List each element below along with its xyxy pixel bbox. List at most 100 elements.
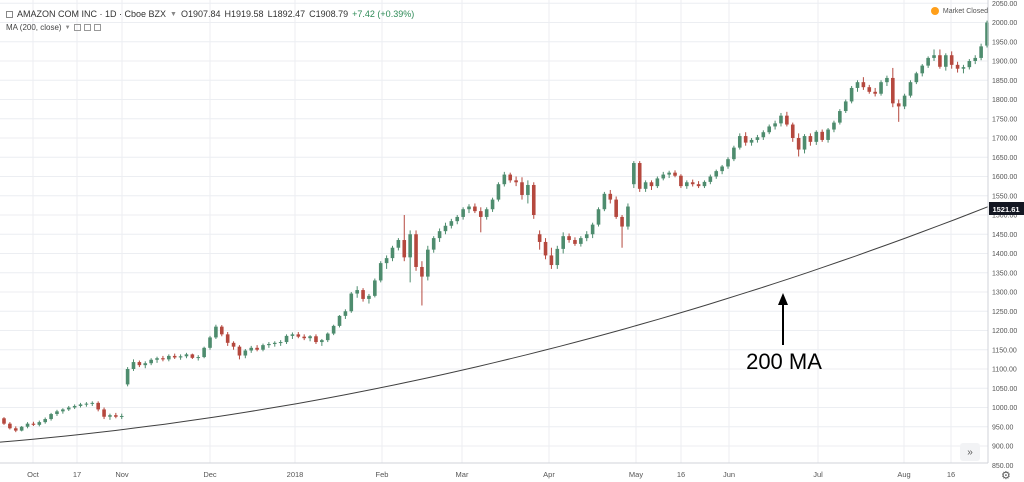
candle-body: [567, 236, 571, 241]
candle-body: [755, 137, 760, 140]
price-tick-label: 1800.00: [992, 97, 1017, 104]
candle-body: [78, 404, 83, 406]
candle-body: [190, 354, 195, 358]
candle-body: [873, 91, 877, 94]
ma-annotation-label: 200 MA: [746, 349, 822, 374]
candle-body: [490, 199, 495, 210]
symbol-title[interactable]: AMAZON COM INC · 1D · Cboe BZX: [17, 9, 167, 19]
candle-body: [66, 407, 71, 410]
candle-body: [337, 315, 342, 326]
annotation-arrow-head: [778, 293, 788, 305]
candle-body: [443, 225, 448, 232]
candle-body: [767, 126, 772, 133]
scroll-to-realtime-button[interactable]: »: [960, 443, 980, 461]
candle-body: [961, 67, 966, 69]
candle-body: [602, 193, 607, 210]
candle-body: [184, 354, 189, 357]
price-tick-label: 1200.00: [992, 328, 1017, 335]
time-tick-label: Dec: [203, 470, 217, 479]
candle-body: [496, 184, 501, 200]
candle-body: [467, 206, 471, 210]
candle-body: [679, 175, 683, 187]
close-icon[interactable]: [93, 24, 101, 31]
candle-body: [826, 129, 830, 140]
candle-body: [420, 266, 424, 277]
time-tick-label: 16: [947, 470, 955, 479]
candle-body: [537, 234, 542, 242]
candlestick-series: [2, 20, 989, 433]
candle-body: [119, 415, 124, 417]
open-value: O1907.84: [180, 9, 221, 19]
candle-body: [708, 176, 713, 182]
chevron-down-icon[interactable]: ▼: [170, 10, 177, 18]
candle-body: [137, 362, 142, 366]
candle-body: [237, 346, 242, 356]
candle-body: [514, 180, 518, 183]
gear-icon[interactable]: ⚙: [1001, 470, 1011, 482]
candle-body: [243, 350, 248, 356]
price-tick-label: 1050.00: [992, 386, 1017, 393]
candle-body: [985, 22, 989, 46]
time-tick-label: Feb: [376, 470, 389, 479]
time-tick-label: Aug: [897, 470, 910, 479]
eye-icon[interactable]: [73, 24, 81, 31]
candle-body: [261, 345, 265, 350]
candle-body: [555, 248, 560, 266]
double-chevron-right-icon: »: [967, 446, 973, 458]
candle-body: [908, 82, 913, 96]
candle-body: [561, 236, 565, 249]
candle-body: [643, 182, 648, 189]
price-axis[interactable]: 850.00 900.00 950.00 1000.00 1050.00 1100.00 1…: [992, 1, 1017, 470]
chart-grid: [0, 0, 988, 463]
candle-body: [178, 356, 183, 358]
time-axis[interactable]: Oct 17 Nov Dec 2018 Feb Mar Apr May 16 Jun Jul Aug 16: [27, 470, 955, 479]
candle-body: [620, 216, 624, 227]
candle-body: [196, 357, 201, 359]
price-tick-label: 1150.00: [992, 347, 1017, 354]
candle-body: [673, 172, 677, 176]
chevron-down-icon[interactable]: ▼: [64, 24, 71, 31]
time-tick-label: May: [629, 470, 643, 479]
candle-body: [967, 61, 972, 68]
candle-body: [549, 255, 554, 266]
candle-body: [979, 46, 983, 58]
candle-body: [267, 343, 271, 346]
candle-body: [667, 172, 671, 175]
candle-body: [102, 409, 106, 417]
candle-body: [926, 57, 930, 66]
indicator-label[interactable]: MA (200, close): [6, 23, 62, 32]
candle-body: [314, 336, 318, 343]
candle-body: [355, 290, 359, 294]
candle-body: [902, 95, 907, 107]
candle-body: [455, 216, 460, 222]
candle-body: [543, 241, 548, 256]
settings-icon[interactable]: [83, 24, 91, 31]
candle-body: [590, 224, 595, 235]
candle-body: [302, 336, 306, 339]
symbol-icon: [6, 10, 13, 18]
candle-body: [114, 415, 118, 417]
candle-body: [343, 311, 348, 316]
candle-body: [614, 199, 618, 217]
candle-body: [502, 174, 507, 185]
price-tick-label: 2000.00: [992, 20, 1017, 27]
candle-body: [520, 182, 524, 195]
candle-body: [225, 334, 230, 343]
candle-body: [685, 182, 689, 187]
candle-body: [361, 290, 365, 299]
candle-body: [920, 65, 925, 74]
candle-body: [96, 402, 100, 410]
candle-body: [861, 82, 866, 88]
time-tick-label: Nov: [115, 470, 129, 479]
candle-body: [661, 174, 666, 179]
candle-body: [278, 342, 283, 344]
candle-body: [84, 403, 89, 405]
candle-body: [367, 295, 371, 299]
time-tick-label: 17: [73, 470, 81, 479]
price-tick-label: 950.00: [992, 424, 1014, 431]
candle-body: [378, 263, 383, 281]
candle-body: [214, 326, 218, 338]
candle-body: [790, 124, 795, 138]
candle-body: [396, 240, 401, 248]
